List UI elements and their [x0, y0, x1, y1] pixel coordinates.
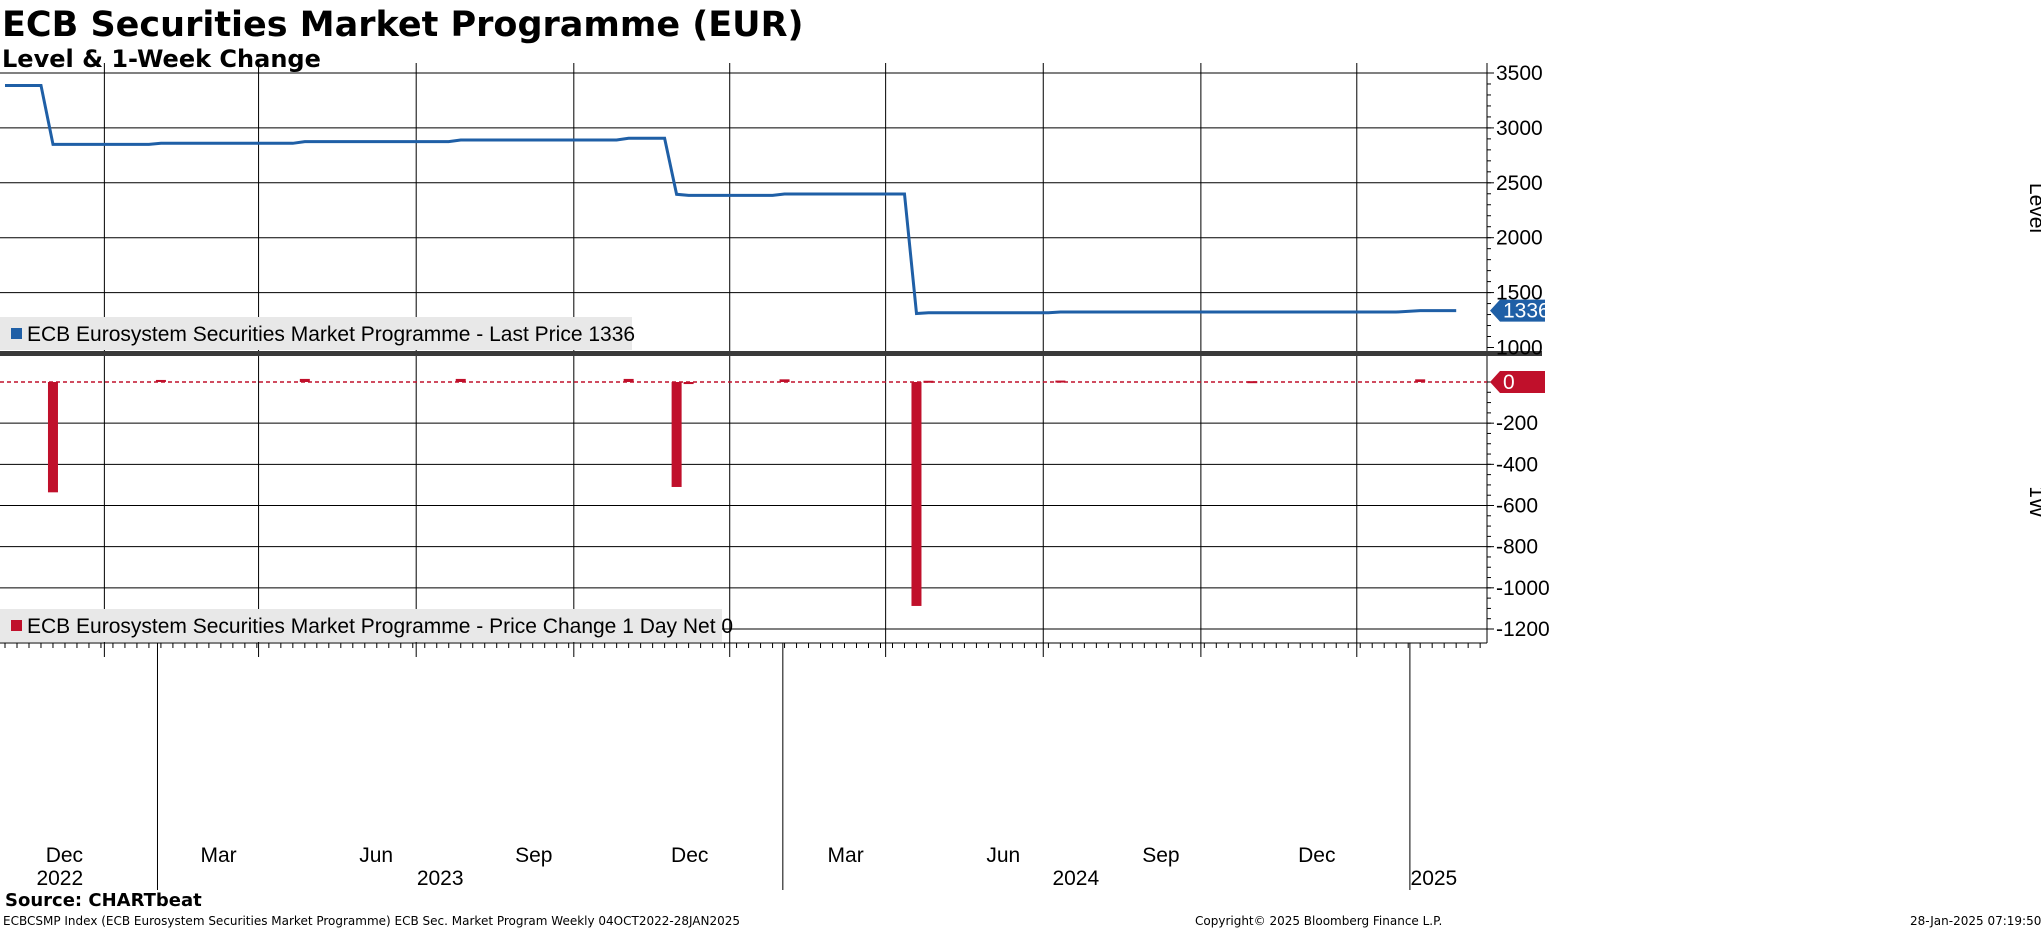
legend-level-text: ECB Eurosystem Securities Market Program… [27, 323, 635, 346]
x-tick-label: Jun [359, 844, 393, 867]
x-year-label: 2024 [1052, 867, 1099, 890]
x-year-label: 2022 [36, 867, 83, 890]
change-bar [1247, 381, 1258, 384]
x-tick-label: Dec [1298, 844, 1335, 867]
source-note: Source: CHARTbeat [5, 890, 202, 911]
change-bar [671, 382, 682, 487]
change-bar [155, 379, 166, 382]
y-axis-title: 1W [2025, 486, 2041, 518]
x-year-label: 2023 [417, 867, 464, 890]
x-tick-label: Mar [828, 844, 864, 867]
change-bar [779, 379, 790, 382]
x-tick-label: Dec [671, 844, 708, 867]
last-change-callout: 0 [1490, 371, 1545, 394]
y-tick-label: -200 [1496, 412, 1538, 435]
legend-change-swatch [11, 620, 22, 631]
axes [0, 63, 1542, 890]
change-bar [683, 382, 694, 385]
change-bar [1415, 379, 1426, 382]
x-tick-label: Sep [515, 844, 552, 867]
grid-lines [0, 63, 1487, 657]
axis-labels: 1000 1500 2000 2500 3000 3500 -200 -400 -600 -800… [0, 62, 2041, 890]
change-bar [1055, 380, 1066, 383]
x-tick-label: Dec [46, 844, 83, 867]
last-level-callout-box [1490, 299, 1545, 322]
last-change-callout-value: 0 [1503, 371, 1515, 394]
last-level-callout-value: 1336 [1503, 300, 1550, 323]
change-bar [455, 378, 466, 382]
y-tick-label: 1000 [1496, 336, 1543, 359]
y-tick-label: -600 [1496, 495, 1538, 518]
footer-timestamp: 28-Jan-2025 07:19:50 [1910, 914, 2041, 928]
legend-level-swatch [11, 328, 22, 339]
chart-marks [0, 84, 1487, 606]
y-tick-label: -400 [1496, 453, 1538, 476]
legend-level-bg [0, 317, 632, 350]
x-year-label: 2025 [1411, 867, 1458, 890]
footer-copyright: Copyright© 2025 Bloomberg Finance L.P. [1195, 914, 1443, 928]
y-tick-label: 2000 [1496, 227, 1543, 250]
change-bar [299, 378, 310, 382]
legend-change: ECB Eurosystem Securities Market Program… [0, 609, 733, 642]
y-tick-label: 3500 [1496, 62, 1543, 85]
y-axis-title: Level [2025, 183, 2041, 233]
y-tick-label: -1200 [1496, 618, 1550, 641]
last-level-callout: 1336 [1490, 299, 1550, 323]
change-bar [911, 382, 922, 606]
change-bar [923, 380, 934, 383]
footer-ticker-info: ECBCSMP Index (ECB Eurosystem Securities… [3, 914, 741, 928]
chart-title: ECB Securities Market Programme (EUR) [2, 5, 804, 45]
panel-divider [0, 351, 1542, 356]
change-bar [623, 378, 634, 382]
x-tick-label: Mar [200, 844, 236, 867]
x-tick-label: Jun [986, 844, 1020, 867]
legend-change-bg [0, 609, 722, 642]
y-tick-label: 3000 [1496, 117, 1543, 140]
legend-level: ECB Eurosystem Securities Market Program… [0, 317, 635, 350]
x-tick-label: Sep [1142, 844, 1179, 867]
last-change-callout-box [1490, 371, 1545, 393]
y-tick-label: -800 [1496, 536, 1538, 559]
y-tick-label: 2500 [1496, 172, 1543, 195]
y-tick-label: 1500 [1496, 282, 1543, 305]
change-bar [47, 382, 58, 493]
legend-change-text: ECB Eurosystem Securities Market Program… [27, 615, 733, 638]
chart-subtitle: Level & 1-Week Change [2, 45, 321, 73]
y-tick-label: -1000 [1496, 577, 1550, 600]
level-series-line [5, 84, 1457, 316]
